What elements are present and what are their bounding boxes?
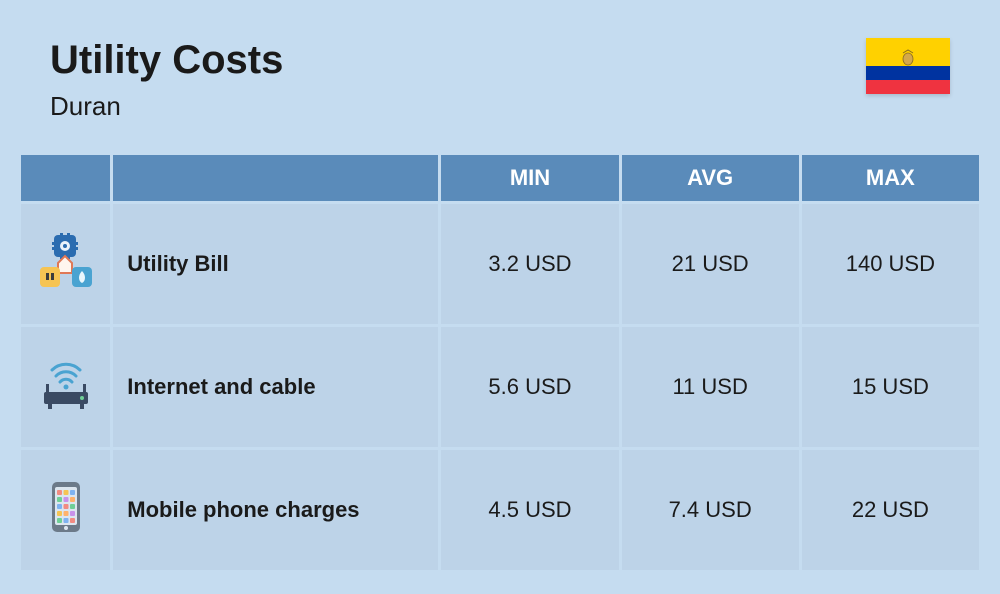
internet-icon: [38, 356, 94, 412]
utility-icon: [38, 233, 94, 289]
row-icon-cell: [21, 450, 110, 570]
flag-stripe-blue: [866, 66, 950, 80]
table-header-row: MIN AVG MAX: [21, 155, 979, 201]
mobile-icon: [38, 479, 94, 535]
row-avg: 11 USD: [622, 327, 799, 447]
page-subtitle: Duran: [50, 91, 283, 122]
row-label: Utility Bill: [113, 204, 438, 324]
table-row: Internet and cable 5.6 USD 11 USD 15 USD: [21, 327, 979, 447]
header: Utility Costs Duran: [0, 0, 1000, 152]
table-row: Utility Bill 3.2 USD 21 USD 140 USD: [21, 204, 979, 324]
row-max: 22 USD: [802, 450, 979, 570]
table-header-blank-1: [21, 155, 110, 201]
row-icon-cell: [21, 204, 110, 324]
row-avg: 21 USD: [622, 204, 799, 324]
row-min: 5.6 USD: [441, 327, 618, 447]
title-block: Utility Costs Duran: [50, 38, 283, 122]
costs-table: MIN AVG MAX: [18, 152, 982, 573]
page-title: Utility Costs: [50, 38, 283, 83]
row-label: Mobile phone charges: [113, 450, 438, 570]
row-avg: 7.4 USD: [622, 450, 799, 570]
table-header-max: MAX: [802, 155, 979, 201]
row-min: 3.2 USD: [441, 204, 618, 324]
table-row: Mobile phone charges 4.5 USD 7.4 USD 22 …: [21, 450, 979, 570]
table-header-avg: AVG: [622, 155, 799, 201]
flag-stripe-red: [866, 80, 950, 94]
row-min: 4.5 USD: [441, 450, 618, 570]
table-header-min: MIN: [441, 155, 618, 201]
row-label: Internet and cable: [113, 327, 438, 447]
flag-icon: [866, 38, 950, 94]
table-header-blank-2: [113, 155, 438, 201]
row-max: 15 USD: [802, 327, 979, 447]
row-max: 140 USD: [802, 204, 979, 324]
flag-emblem-icon: [898, 48, 918, 68]
row-icon-cell: [21, 327, 110, 447]
